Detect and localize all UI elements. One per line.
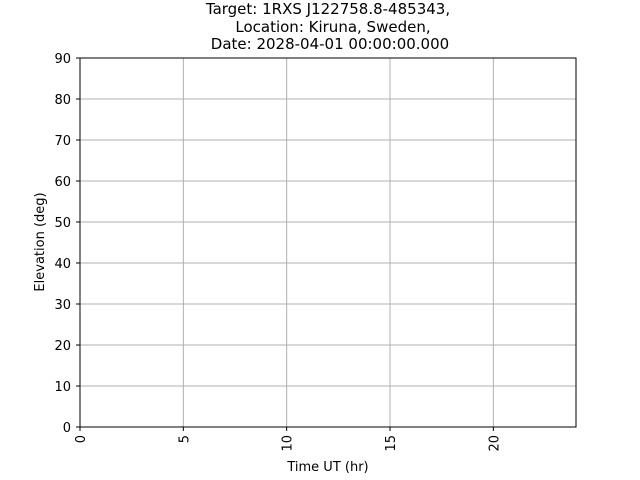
title-line-3: Date: 2028-04-01 00:00:00.000	[211, 35, 449, 53]
y-tick-label: 90	[54, 52, 71, 67]
y-tick-label: 50	[54, 216, 71, 231]
x-axis-label: Time UT (hr)	[286, 460, 368, 475]
plot-frame	[79, 57, 577, 428]
x-tick-label: 5	[177, 435, 192, 443]
y-tick-label: 40	[54, 257, 71, 272]
x-tick-label: 20	[487, 435, 502, 452]
y-tick-label: 10	[54, 380, 71, 395]
grid-lines	[79, 57, 576, 428]
y-tick-label: 80	[54, 93, 71, 108]
y-tick-label: 30	[54, 298, 71, 313]
y-axis-label: Elevation (deg)	[33, 192, 48, 291]
title-line-1: Target: 1RXS J122758.8-485343,	[205, 0, 450, 18]
y-tick-label: 70	[54, 134, 71, 149]
x-axis-ticks: 0 5 10 15 20	[74, 427, 502, 452]
y-tick-label: 60	[54, 175, 71, 190]
title-line-2: Location: Kiruna, Sweden,	[235, 18, 430, 36]
y-axis-ticks: 0 10 20 30 40 50 60 70 80 90	[54, 52, 80, 436]
y-tick-label: 0	[63, 421, 71, 436]
x-tick-label: 15	[384, 435, 399, 452]
y-tick-label: 20	[54, 339, 71, 354]
x-tick-label: 10	[281, 435, 296, 452]
x-tick-label: 0	[74, 435, 89, 443]
chart-title: Target: 1RXS J122758.8-485343, Location:…	[205, 0, 450, 53]
